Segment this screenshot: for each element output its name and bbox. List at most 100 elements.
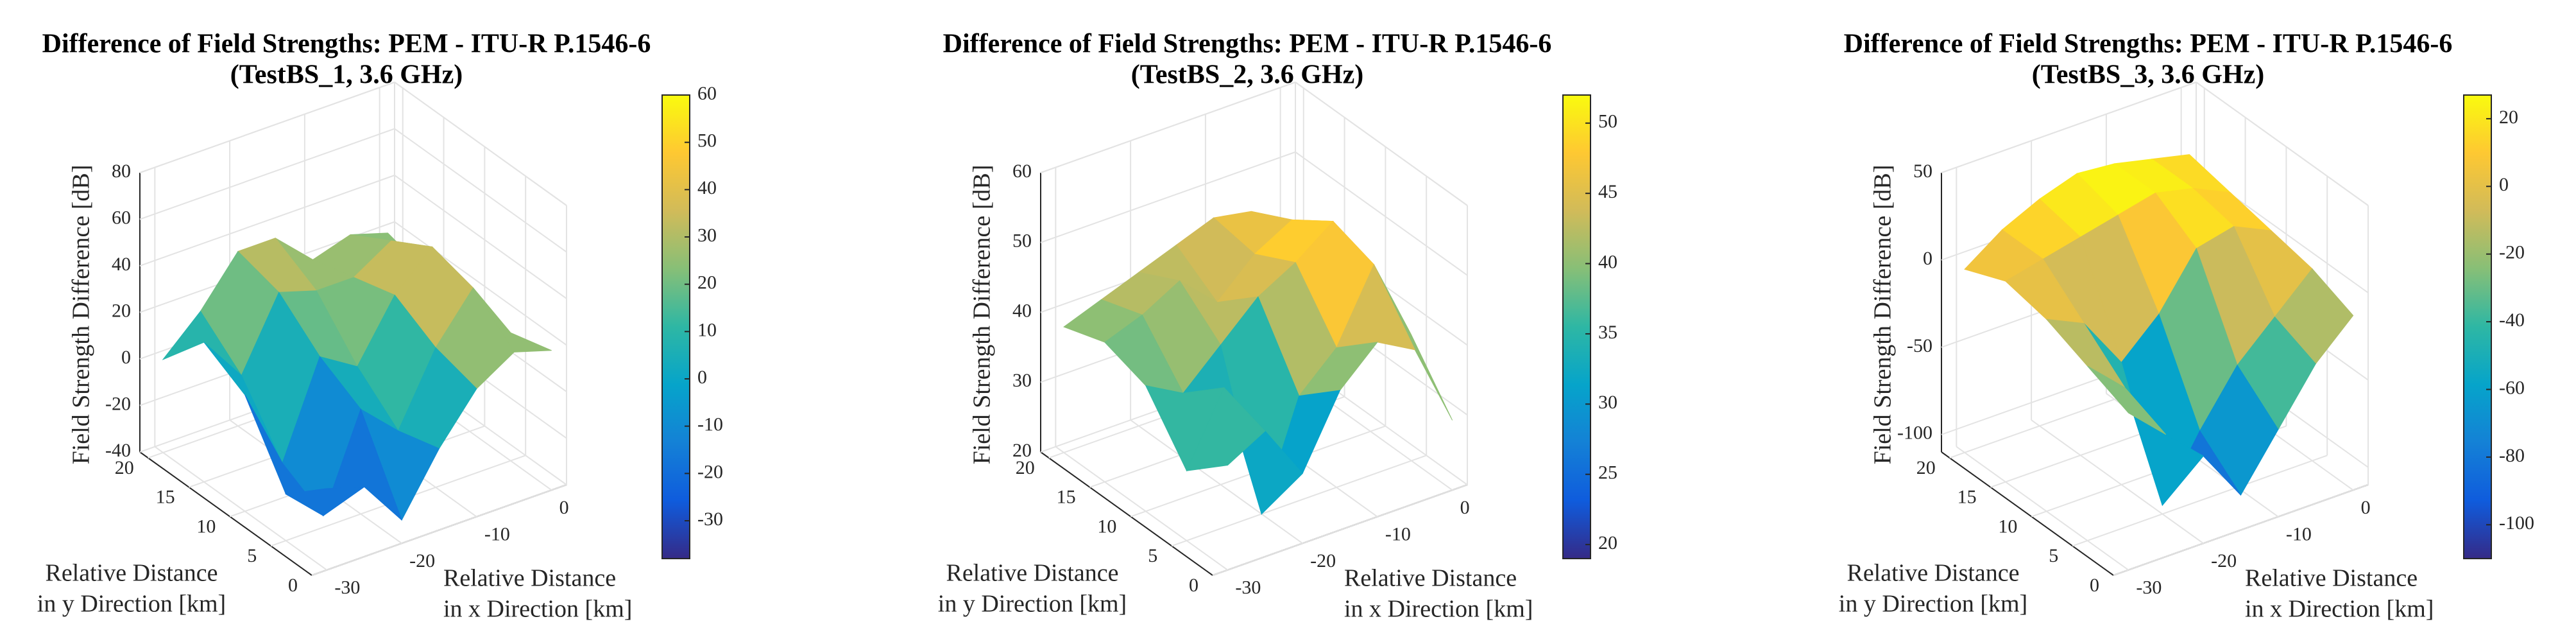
colorbar [661, 94, 690, 559]
colorbar-tick-label: -40 [2499, 309, 2525, 331]
colorbar-tick-label: -20 [2499, 242, 2525, 263]
z-axis-label: Field Strength Difference [dB] [1870, 165, 1897, 465]
y-tick-label: 20 [1016, 457, 1035, 478]
grid-line [1212, 484, 1468, 576]
grid-line [139, 82, 395, 173]
grid-line [2072, 455, 2328, 547]
y-axis-label: Relative Distance [1847, 560, 2019, 587]
z-tick-label: 30 [1012, 370, 1032, 391]
y-tick-label: 15 [156, 487, 175, 508]
colorbar-tick-label: -80 [2499, 445, 2525, 466]
grid-line [1956, 446, 2129, 571]
chart-title: Difference of Field Strengths: PEM - ITU… [1844, 30, 2453, 59]
colorbar-tick-label: 20 [1598, 532, 1617, 553]
z-tick-label: 20 [112, 300, 131, 321]
z-axis-label: Field Strength Difference [dB] [969, 165, 996, 465]
grid-line [394, 221, 567, 346]
surface-patch [2087, 365, 2167, 435]
y-tick-label: 5 [1148, 545, 1157, 566]
x-tick-label: -20 [409, 550, 435, 571]
chart-subtitle: (TestBS_1, 3.6 GHz) [230, 60, 463, 90]
y-axis-label: in y Direction [km] [37, 591, 226, 618]
y-tick-label: 0 [1189, 575, 1198, 596]
x-tick-label: -10 [2286, 524, 2312, 545]
y-axis-label: Relative Distance [45, 560, 218, 587]
colorbar-tick-label: 10 [697, 319, 717, 340]
colorbar [2463, 94, 2492, 559]
z-tick-label: 20 [1012, 440, 1032, 461]
y-tick-label: 10 [1097, 516, 1116, 537]
grid-line [394, 175, 567, 299]
x-axis-label: Relative Distance [1344, 565, 1517, 592]
grid-line [394, 82, 567, 206]
x-tick-label: -30 [1235, 577, 1261, 598]
y-tick-label: 10 [196, 516, 216, 537]
colorbar-tick-label: 25 [1598, 462, 1617, 483]
y-tick-label: 5 [2049, 545, 2058, 566]
z-tick-label: 80 [112, 161, 131, 182]
y-axis-label: in y Direction [km] [1839, 591, 2027, 618]
colorbar [1562, 94, 1591, 559]
y-tick-label: 10 [1998, 516, 2017, 537]
colorbar-tick-label: -30 [697, 509, 723, 530]
x-axis-label: in x Direction [km] [2245, 596, 2434, 623]
x-tick-label: 0 [1460, 497, 1470, 518]
x-tick-label: -20 [1310, 550, 1336, 571]
y-tick-label: 20 [115, 457, 134, 478]
z-tick-label: 50 [1012, 231, 1032, 252]
colorbar-tick-label: -60 [2499, 377, 2525, 398]
x-axis-label: in x Direction [km] [443, 596, 632, 623]
z-tick-label: 0 [121, 347, 131, 368]
colorbar-tick-label: 50 [697, 130, 717, 152]
x-tick-label: -30 [2136, 577, 2162, 598]
x-tick-label: -20 [2211, 550, 2237, 571]
grid-line [394, 128, 567, 253]
grid-line [2031, 419, 2204, 544]
colorbar-tick-label: 0 [697, 367, 707, 388]
z-tick-label: 40 [112, 254, 131, 275]
surface-patch [285, 486, 366, 516]
x-tick-label: -10 [1385, 524, 1411, 545]
colorbar-tick-label: 0 [2499, 174, 2509, 195]
colorbar-tick-label: 20 [2499, 107, 2518, 128]
z-tick-label: -20 [105, 393, 131, 414]
z-axis-label: Field Strength Difference [dB] [68, 165, 95, 465]
colorbar-tick-label: 35 [1598, 322, 1617, 343]
z-tick-label: 50 [1913, 161, 1932, 182]
x-axis-label: in x Direction [km] [1344, 596, 1533, 623]
chart-subtitle: (TestBS_3, 3.6 GHz) [2032, 60, 2264, 90]
colorbar-tick-label: 40 [697, 177, 717, 198]
x-tick-label: 0 [2361, 497, 2371, 518]
y-tick-label: 5 [247, 545, 257, 566]
colorbar-tick-label: 30 [1598, 392, 1617, 413]
colorbar-tick-label: 30 [697, 225, 717, 246]
grid-line [1040, 82, 1296, 173]
x-tick-label: -10 [484, 524, 510, 545]
z-tick-label: 40 [1012, 300, 1032, 321]
grid-line [139, 175, 395, 266]
y-tick-label: 0 [2090, 575, 2099, 596]
chart-title: Difference of Field Strengths: PEM - ITU… [943, 30, 1552, 59]
z-tick-label: -100 [1897, 422, 1932, 444]
colorbar-tick-label: 50 [1598, 111, 1617, 132]
grid-line [1295, 151, 1468, 276]
chart-title: Difference of Field Strengths: PEM - ITU… [42, 30, 651, 59]
z-tick-label: 0 [1923, 248, 1932, 269]
z-tick-label: -50 [1907, 335, 1932, 356]
z-tick-label: 60 [112, 207, 131, 228]
grid-line [2196, 82, 2369, 206]
grid-line [1040, 151, 1296, 243]
colorbar-tick-label: 60 [697, 83, 717, 104]
y-axis-label: Relative Distance [946, 560, 1118, 587]
x-tick-label: -30 [334, 577, 360, 598]
colorbar-tick-label: -20 [697, 461, 723, 482]
grid-line [139, 128, 395, 220]
grid-line [1171, 455, 1427, 547]
x-axis-label: Relative Distance [2245, 565, 2418, 592]
y-axis-label: in y Direction [km] [938, 591, 1127, 618]
colorbar-tick-label: 20 [697, 272, 717, 293]
x-axis-label: Relative Distance [443, 565, 616, 592]
colorbar-tick-label: 45 [1598, 181, 1617, 202]
axis-line [139, 451, 312, 576]
